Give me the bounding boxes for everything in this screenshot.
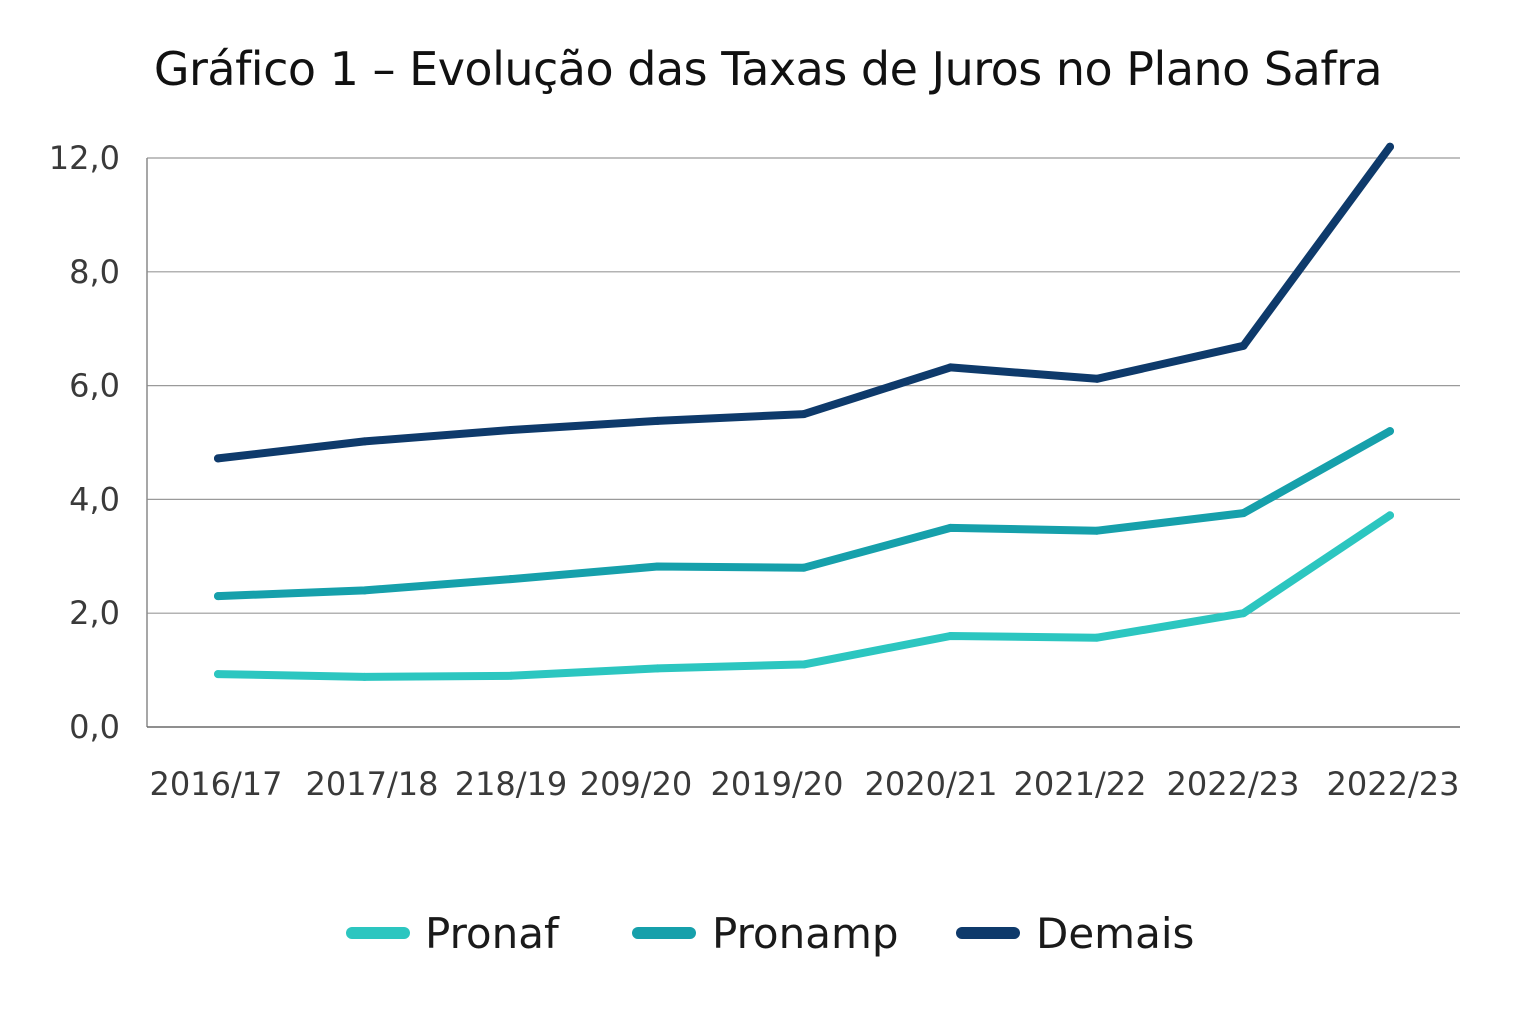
y-tick-label: 4,0 (69, 480, 120, 518)
y-tick-label: 12,0 (49, 139, 120, 177)
legend-label-demais: Demais (1036, 909, 1194, 958)
data-point (800, 410, 808, 419)
x-tick-label: 2016/17 (150, 765, 283, 803)
axes (146, 158, 1460, 728)
y-tick-label: 2,0 (69, 594, 120, 632)
data-point (507, 575, 515, 584)
data-point (653, 416, 662, 425)
grid-lines (147, 157, 1460, 614)
data-point (507, 671, 515, 680)
x-tick-label: 2022/23 (1327, 765, 1460, 803)
data-point (653, 562, 662, 571)
data-point (1386, 427, 1394, 436)
x-tick-label: 2020/21 (865, 765, 998, 803)
data-point (1386, 511, 1394, 520)
data-point (946, 631, 955, 640)
legend: Pronaf Pronamp Demais (346, 909, 1194, 958)
series-line-pronaf (214, 511, 1394, 681)
y-tick-label: 0,0 (69, 708, 120, 746)
data-point (214, 670, 222, 679)
data-point (1093, 374, 1101, 383)
data-point (946, 523, 955, 532)
x-tick-label: 209/20 (580, 765, 693, 803)
x-tick-label: 2021/22 (1014, 765, 1147, 803)
chart-title: Gráfico 1 – Evolução das Taxas de Juros … (153, 42, 1383, 96)
data-point (1239, 509, 1248, 518)
data-point (214, 592, 222, 601)
y-tick-label: 6,0 (69, 367, 120, 405)
data-point (1239, 341, 1248, 350)
x-tick-label: 2017/18 (306, 765, 439, 803)
data-point (360, 672, 369, 681)
data-point (800, 563, 808, 572)
data-point (946, 363, 955, 372)
data-point (1093, 526, 1101, 535)
x-axis-tick-labels: 2016/17 2017/18 218/19 209/20 2019/20 2020/21… (150, 765, 1460, 803)
data-point (800, 660, 808, 669)
data-point (360, 586, 369, 595)
data-point (653, 664, 662, 673)
data-point (214, 454, 222, 463)
legend-label-pronaf: Pronaf (425, 909, 560, 958)
x-tick-label: 2022/23 (1167, 765, 1300, 803)
data-point (360, 437, 369, 446)
data-point (1386, 142, 1394, 151)
series-lines (214, 142, 1394, 681)
data-point (507, 425, 515, 434)
x-tick-label: 218/19 (455, 765, 568, 803)
y-tick-label: 8,0 (69, 253, 120, 291)
data-point (1239, 609, 1248, 618)
y-axis-tick-labels: 0,0 2,0 4,0 6,0 8,0 12,0 (49, 139, 120, 746)
legend-label-pronamp: Pronamp (712, 909, 899, 958)
data-point (1093, 633, 1101, 642)
x-tick-label: 2019/20 (711, 765, 844, 803)
